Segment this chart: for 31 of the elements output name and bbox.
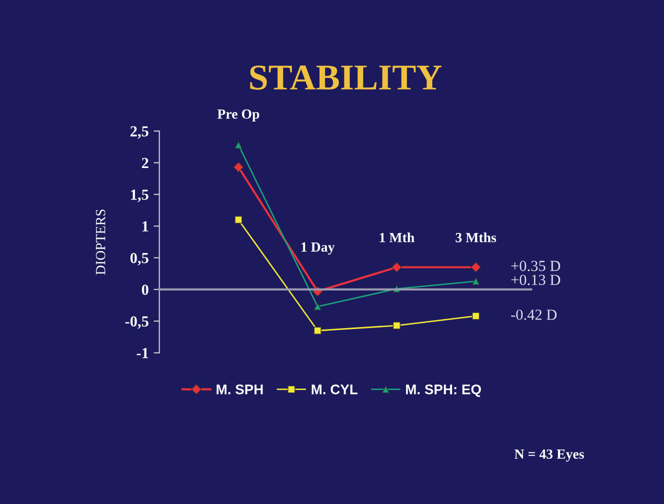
- y-tick-label: 2,5: [130, 126, 148, 139]
- y-tick-label: 1: [142, 221, 148, 232]
- annotation: -0.42 D: [511, 310, 557, 320]
- annotation: +0.13 D: [511, 274, 560, 286]
- point: [472, 277, 480, 286]
- point: [470, 262, 482, 273]
- point: [392, 322, 401, 330]
- y-tick-label: -1: [136, 348, 148, 358]
- point: [234, 141, 242, 149]
- x-tick-label: 1 Mth: [380, 232, 414, 242]
- x-tick-label: 3 Mths: [456, 232, 496, 242]
- legend-label: M. SPH: EQ: [406, 384, 481, 397]
- y-axis-title: DIOPTERS: [96, 210, 106, 275]
- point: [391, 262, 402, 273]
- y-tick-label: -0,5: [125, 316, 148, 329]
- legend-label: M. SPH: [216, 384, 263, 394]
- point: [314, 326, 322, 334]
- point: [472, 312, 480, 320]
- chart-title: STABILITY: [250, 65, 442, 90]
- y-tick-label: 2: [142, 158, 148, 168]
- x-tick-label: 1 Day: [302, 242, 335, 255]
- point: [234, 216, 242, 224]
- text: N = 43 Eyes: [514, 449, 584, 462]
- x-tick-label: Pre Op: [217, 109, 260, 122]
- y-tick-label: 0,5: [130, 252, 148, 266]
- point: [314, 302, 322, 310]
- legend-label: M. CYL: [312, 384, 358, 394]
- y-tick-label: 1,5: [131, 190, 148, 202]
- point: [233, 162, 244, 172]
- annotation: +0.35 D: [511, 260, 560, 272]
- y-tick-label: 0: [142, 284, 148, 295]
